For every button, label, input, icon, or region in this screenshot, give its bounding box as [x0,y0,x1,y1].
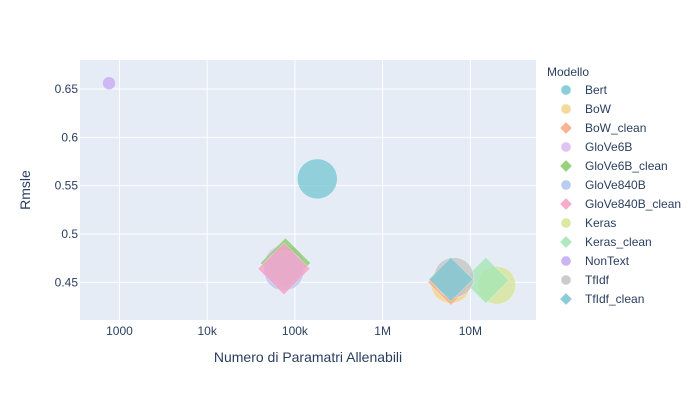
x-tick-label: 100k [282,324,309,338]
diamond-legend-icon [559,159,573,173]
legend-item-label: Keras [585,216,616,230]
circle-legend-icon [560,141,572,153]
y-tick-label: 0.45 [55,275,79,289]
legend-item-tfidf[interactable]: TfIdf [560,273,610,287]
circle-legend-icon [560,217,572,229]
data-points [102,76,517,306]
legend-item-glove6b[interactable]: GloVe6B [560,140,632,154]
legend-item-bow[interactable]: BoW [560,102,612,116]
y-tick-label: 0.5 [61,227,78,241]
x-tick-label: 10k [198,324,218,338]
y-tick-label: 0.55 [55,179,79,193]
legend-item-label: BoW [585,102,612,116]
data-point-glove840b-clean [257,242,311,296]
y-tick-label: 0.65 [55,82,79,96]
y-axis: 0.45 0.5 0.55 0.6 0.65 [55,82,536,289]
legend-item-label: TfIdf [585,273,610,287]
diamond-legend-icon [559,197,573,211]
circle-legend-icon [560,255,572,267]
legend-item-bert[interactable]: Bert [560,83,608,97]
legend-item-keras-clean[interactable]: Keras_clean [559,235,652,249]
legend-item-nontext[interactable]: NonText [560,254,630,268]
legend-item-glove840b[interactable]: GloVe840B [560,178,646,192]
legend-item-label: TfIdf_clean [585,292,644,306]
x-tick-label: 1000 [106,324,133,338]
legend: Modello Bert BoW BoW_clean GloVe6B GloVe6B_cl… [547,65,681,306]
circle-legend-icon [560,103,572,115]
diamond-legend-icon [559,235,573,249]
x-tick-label: 1M [374,324,391,338]
circle-legend-icon [560,84,572,96]
legend-item-label: GloVe6B [585,140,632,154]
legend-item-label: BoW_clean [585,121,646,135]
x-axis: 1000 10k 100k 1M 10M [106,60,482,338]
x-tick-label: 10M [459,324,482,338]
legend-item-glove6b-clean[interactable]: GloVe6B_clean [559,159,668,173]
legend-item-label: GloVe840B [585,178,646,192]
legend-item-label: NonText [585,254,630,268]
y-axis-title: Rmsle [17,170,33,210]
legend-item-label: Keras_clean [585,235,652,249]
diamond-legend-icon [559,292,573,306]
legend-title: Modello [547,65,589,79]
legend-item-label: GloVe6B_clean [585,159,668,173]
data-point-nontext [102,76,116,90]
data-point-bert [297,158,338,200]
data-point-tfidf-clean [428,257,474,302]
circle-legend-icon [560,274,572,286]
diamond-legend-icon [559,121,573,135]
legend-item-tfidf-clean[interactable]: TfIdf_clean [559,292,644,306]
legend-item-keras[interactable]: Keras [560,216,616,230]
x-axis-title: Numero di Paramatri Allenabili [214,349,402,365]
legend-item-label: GloVe840B_clean [585,197,681,211]
circle-legend-icon [560,179,572,191]
legend-item-label: Bert [585,83,608,97]
y-tick-label: 0.6 [61,130,78,144]
legend-item-bow-clean[interactable]: BoW_clean [559,121,646,135]
legend-item-glove840b-clean[interactable]: GloVe840B_clean [559,197,681,211]
